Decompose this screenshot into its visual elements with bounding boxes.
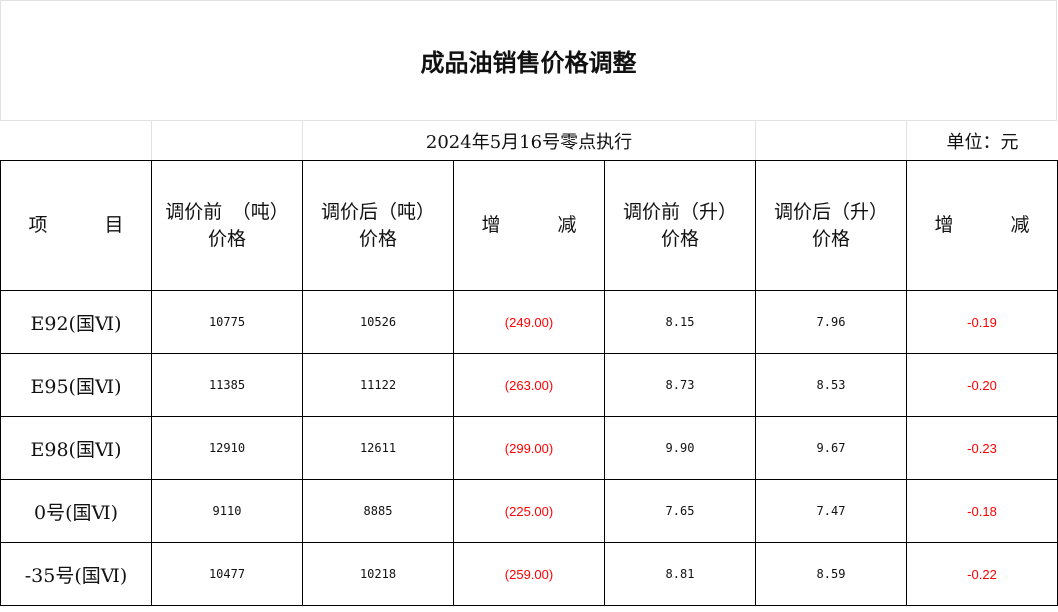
before-liter-cell: 8.15 [604, 290, 756, 354]
after-liter-cell: 9.67 [755, 416, 907, 480]
change-ton-cell: (259.00) [453, 542, 605, 606]
after-ton-cell: 11122 [302, 353, 454, 417]
item-name-cell: E98(国Ⅵ) [0, 416, 152, 480]
header-row: 项 目 调价前 （吨） 价格 调价后（吨） 价格 增 减 调价前（升） 价格 调价后（… [0, 160, 1058, 291]
after-liter-cell: 7.96 [755, 290, 907, 354]
after-ton-cell: 8885 [302, 479, 454, 543]
after-liter-cell: 8.59 [755, 542, 907, 606]
unit-text: 单位：元 [946, 132, 1019, 153]
header-before-liter: 调价前（升） 价格 [604, 160, 756, 291]
table-row: E95(国Ⅵ) 11385 11122 (263.00) 8.73 8.53 -0.20 [0, 353, 1058, 417]
change-ton-cell: (249.00) [453, 290, 605, 354]
change-ton-cell: (225.00) [453, 479, 605, 543]
item-name-cell: -35号(国Ⅵ) [0, 542, 152, 606]
empty-cell [152, 121, 303, 161]
change-liter-cell: -0.22 [906, 542, 1058, 606]
table-row: E98(国Ⅵ) 12910 12611 (299.00) 9.90 9.67 -0.23 [0, 416, 1058, 480]
page-title: 成品油销售价格调整 [420, 49, 637, 77]
before-liter-cell: 8.81 [604, 542, 756, 606]
date-row: 2024年5月16号零点执行 单位：元 [0, 121, 1058, 161]
before-liter-cell: 7.65 [604, 479, 756, 543]
item-name-cell: 0号(国Ⅵ) [0, 479, 152, 543]
empty-cell [756, 121, 907, 161]
change-liter-cell: -0.18 [906, 479, 1058, 543]
unit-label: 单位：元 [907, 121, 1058, 161]
header-after-liter: 调价后（升） 价格 [755, 160, 907, 291]
before-liter-cell: 8.73 [604, 353, 756, 417]
before-ton-cell: 10775 [151, 290, 303, 354]
table-row: E92(国Ⅵ) 10775 10526 (249.00) 8.15 7.96 -0.19 [0, 290, 1058, 354]
after-liter-cell: 8.53 [755, 353, 907, 417]
table-row: -35号(国Ⅵ) 10477 10218 (259.00) 8.81 8.59 -0.22 [0, 542, 1058, 606]
before-ton-cell: 12910 [151, 416, 303, 480]
price-table: 项 目 调价前 （吨） 价格 调价后（吨） 价格 增 减 调价前（升） 价格 调价后（… [0, 160, 1058, 606]
change-liter-cell: -0.19 [906, 290, 1058, 354]
effective-date: 2024年5月16号零点执行 [303, 121, 756, 161]
before-ton-cell: 10477 [151, 542, 303, 606]
table-row: 0号(国Ⅵ) 9110 8885 (225.00) 7.65 7.47 -0.18 [0, 479, 1058, 543]
change-liter-cell: -0.23 [906, 416, 1058, 480]
before-ton-cell: 11385 [151, 353, 303, 417]
header-after-ton: 调价后（吨） 价格 [302, 160, 454, 291]
after-liter-cell: 7.47 [755, 479, 907, 543]
before-ton-cell: 9110 [151, 479, 303, 543]
before-liter-cell: 9.90 [604, 416, 756, 480]
header-before-ton: 调价前 （吨） 价格 [151, 160, 303, 291]
title-cell: 成品油销售价格调整 [0, 0, 1057, 121]
item-name-cell: E92(国Ⅵ) [0, 290, 152, 354]
empty-cell [0, 121, 152, 161]
after-ton-cell: 12611 [302, 416, 454, 480]
change-liter-cell: -0.20 [906, 353, 1058, 417]
effective-date-text: 2024年5月16号零点执行 [425, 132, 633, 153]
change-ton-cell: (299.00) [453, 416, 605, 480]
after-ton-cell: 10526 [302, 290, 454, 354]
header-change-liter: 增 减 [906, 160, 1058, 291]
header-change-ton: 增 减 [453, 160, 605, 291]
item-name-cell: E95(国Ⅵ) [0, 353, 152, 417]
after-ton-cell: 10218 [302, 542, 454, 606]
header-item: 项 目 [0, 160, 152, 291]
change-ton-cell: (263.00) [453, 353, 605, 417]
